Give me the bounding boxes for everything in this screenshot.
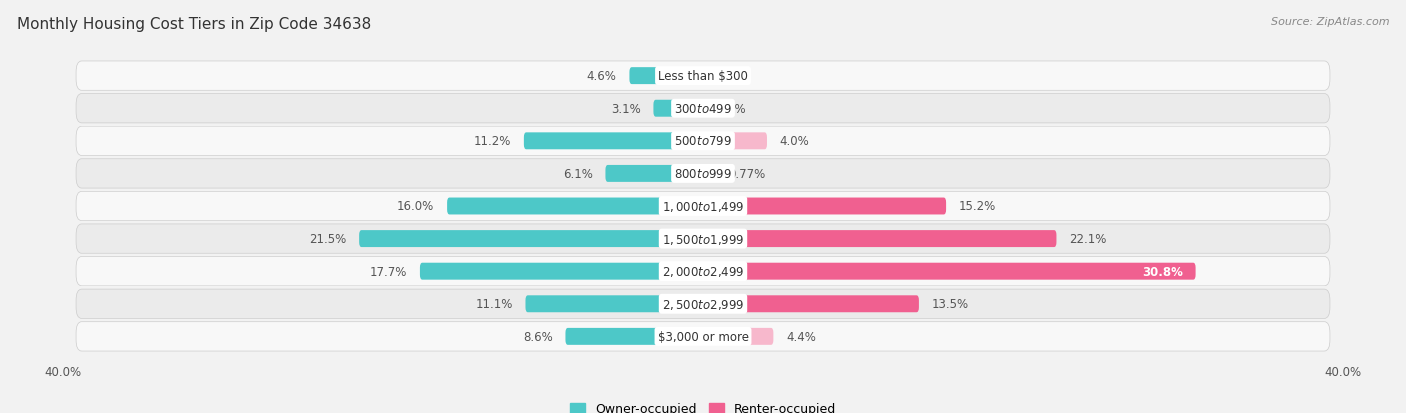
Text: 8.6%: 8.6% bbox=[523, 330, 553, 343]
FancyBboxPatch shape bbox=[76, 257, 1330, 286]
Text: $2,000 to $2,499: $2,000 to $2,499 bbox=[662, 265, 744, 278]
FancyBboxPatch shape bbox=[703, 328, 773, 345]
Legend: Owner-occupied, Renter-occupied: Owner-occupied, Renter-occupied bbox=[565, 397, 841, 413]
Text: 15.2%: 15.2% bbox=[959, 200, 995, 213]
Text: 4.4%: 4.4% bbox=[786, 330, 815, 343]
Text: $300 to $499: $300 to $499 bbox=[673, 102, 733, 116]
FancyBboxPatch shape bbox=[703, 166, 716, 183]
FancyBboxPatch shape bbox=[703, 198, 946, 215]
FancyBboxPatch shape bbox=[76, 159, 1330, 189]
Text: 22.1%: 22.1% bbox=[1069, 233, 1107, 245]
FancyBboxPatch shape bbox=[630, 68, 703, 85]
Text: $800 to $999: $800 to $999 bbox=[673, 168, 733, 180]
FancyBboxPatch shape bbox=[526, 296, 703, 313]
Text: 0.77%: 0.77% bbox=[728, 168, 765, 180]
Text: 17.7%: 17.7% bbox=[370, 265, 408, 278]
FancyBboxPatch shape bbox=[76, 290, 1330, 319]
FancyBboxPatch shape bbox=[703, 133, 768, 150]
FancyBboxPatch shape bbox=[76, 322, 1330, 351]
Text: $500 to $799: $500 to $799 bbox=[673, 135, 733, 148]
Text: $1,000 to $1,499: $1,000 to $1,499 bbox=[662, 199, 744, 214]
Text: 30.8%: 30.8% bbox=[1142, 265, 1182, 278]
Text: 11.1%: 11.1% bbox=[475, 297, 513, 311]
FancyBboxPatch shape bbox=[654, 100, 703, 117]
Text: 4.0%: 4.0% bbox=[780, 135, 810, 148]
FancyBboxPatch shape bbox=[606, 166, 703, 183]
FancyBboxPatch shape bbox=[703, 263, 1195, 280]
Text: 0.0%: 0.0% bbox=[716, 70, 745, 83]
FancyBboxPatch shape bbox=[703, 230, 1056, 247]
FancyBboxPatch shape bbox=[76, 94, 1330, 123]
FancyBboxPatch shape bbox=[76, 224, 1330, 254]
Text: 6.1%: 6.1% bbox=[562, 168, 593, 180]
Text: $2,500 to $2,999: $2,500 to $2,999 bbox=[662, 297, 744, 311]
Text: 13.5%: 13.5% bbox=[932, 297, 969, 311]
FancyBboxPatch shape bbox=[76, 192, 1330, 221]
Text: 16.0%: 16.0% bbox=[396, 200, 434, 213]
Text: $3,000 or more: $3,000 or more bbox=[658, 330, 748, 343]
FancyBboxPatch shape bbox=[76, 62, 1330, 91]
Text: 11.2%: 11.2% bbox=[474, 135, 512, 148]
FancyBboxPatch shape bbox=[524, 133, 703, 150]
FancyBboxPatch shape bbox=[565, 328, 703, 345]
Text: $1,500 to $1,999: $1,500 to $1,999 bbox=[662, 232, 744, 246]
Text: Monthly Housing Cost Tiers in Zip Code 34638: Monthly Housing Cost Tiers in Zip Code 3… bbox=[17, 17, 371, 31]
Text: Less than $300: Less than $300 bbox=[658, 70, 748, 83]
FancyBboxPatch shape bbox=[76, 127, 1330, 156]
Text: Source: ZipAtlas.com: Source: ZipAtlas.com bbox=[1271, 17, 1389, 26]
Text: 0.0%: 0.0% bbox=[716, 102, 745, 116]
Text: 21.5%: 21.5% bbox=[309, 233, 346, 245]
Text: 4.6%: 4.6% bbox=[586, 70, 617, 83]
FancyBboxPatch shape bbox=[703, 296, 920, 313]
FancyBboxPatch shape bbox=[447, 198, 703, 215]
Text: 3.1%: 3.1% bbox=[610, 102, 641, 116]
FancyBboxPatch shape bbox=[420, 263, 703, 280]
FancyBboxPatch shape bbox=[359, 230, 703, 247]
